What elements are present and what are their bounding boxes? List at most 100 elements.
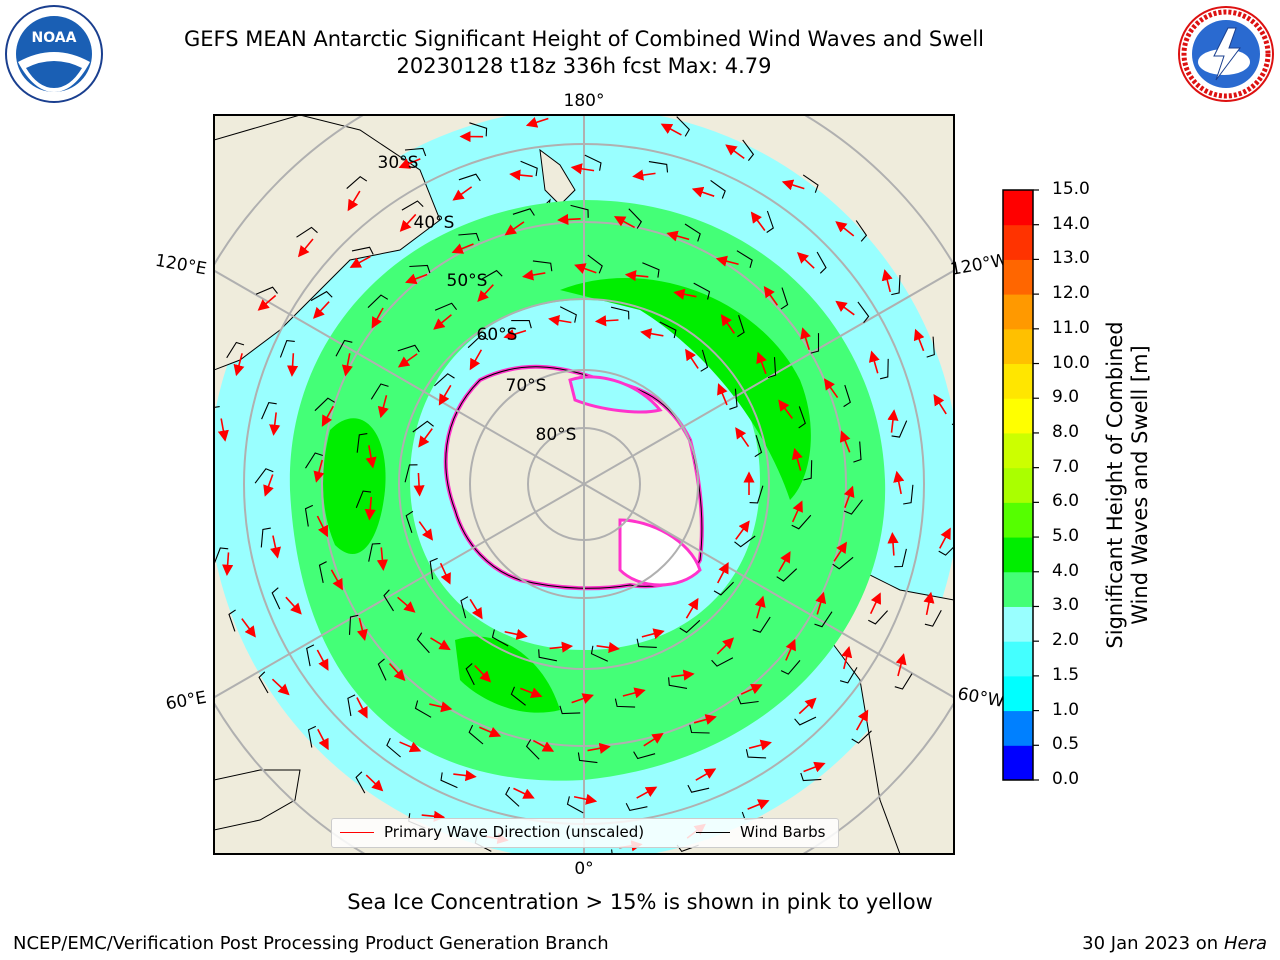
wave-direction-arrow [747, 799, 770, 810]
wind-barb [891, 274, 901, 296]
wind-barb [377, 658, 387, 681]
wind-barb [843, 384, 851, 408]
legend-item-wave-direction: Primary Wave Direction (unscaled) [340, 823, 644, 841]
lon-label-0: 0° [574, 859, 593, 879]
wave-direction-arrow [341, 353, 353, 377]
colorbar-segment [1003, 606, 1033, 642]
wind-barb [348, 614, 359, 635]
wind-barb [458, 232, 480, 242]
wind-barb [745, 749, 767, 759]
legend-swatch-barb [696, 832, 730, 833]
colorbar-tick-label: 7.0 [1052, 456, 1080, 477]
wave-direction-arrow [666, 230, 690, 242]
colorbar-tick-label: 2.0 [1052, 630, 1080, 651]
wave-direction-arrow [717, 562, 729, 584]
wave-direction-arrow [509, 169, 533, 181]
wave-direction-arrow [356, 617, 368, 641]
wind-barb [636, 638, 657, 648]
wind-barb [926, 336, 935, 358]
wave-direction-arrow [222, 552, 234, 576]
wind-barb [879, 358, 889, 380]
wave-direction-arrow [270, 535, 281, 559]
wave-direction-arrow [418, 521, 434, 541]
legend-label-wave: Primary Wave Direction (unscaled) [384, 823, 645, 841]
wind-barb [355, 490, 372, 509]
wave-patch-4-5m-pacific [560, 277, 811, 500]
wind-barb [416, 632, 430, 654]
wind-barb [440, 772, 458, 789]
wave-direction-arrow [317, 728, 329, 751]
wind-barb [467, 334, 489, 349]
wave-direction-arrow [286, 353, 299, 377]
wave-direction-arrow [313, 459, 325, 483]
wave-direction-arrow [868, 350, 880, 374]
wave-direction-arrow [233, 353, 245, 377]
colorbar-tick-label: 9.0 [1052, 387, 1080, 408]
lat-label-40s: 40°S [414, 213, 455, 233]
wind-barb [469, 122, 488, 137]
wave-direction-arrow [594, 315, 619, 327]
wind-barb [226, 341, 245, 359]
wind-barb [355, 771, 366, 794]
wave-direction-arrow [217, 418, 229, 442]
wave-direction-arrow [548, 314, 572, 326]
wave-direction-arrow [316, 649, 329, 671]
wind-barb [938, 545, 954, 556]
wind-barb [684, 223, 701, 242]
wave-direction-arrow [316, 515, 328, 538]
wave-direction-arrow [349, 255, 371, 268]
wind-barb [894, 548, 907, 568]
wind-barb [525, 739, 540, 760]
ross-sea-ice [568, 375, 663, 414]
colorbar-tick-label: 5.0 [1052, 526, 1080, 547]
colorbar [1002, 189, 1039, 781]
wave-direction-arrow [622, 687, 646, 699]
wind-barb [855, 220, 868, 242]
wave-direction-arrow [778, 399, 793, 419]
wind-barb [434, 373, 455, 387]
colorbar-segment [1003, 398, 1033, 434]
wave-direction-arrow [754, 595, 766, 619]
wave-direction-arrow [895, 653, 907, 677]
wind-barb [689, 724, 710, 734]
wave-direction-arrow [469, 598, 483, 620]
wave-direction-arrow [405, 273, 428, 285]
wave-direction-arrow [815, 591, 827, 615]
colorbar-segment [1003, 502, 1033, 538]
wind-barb [737, 315, 745, 338]
wave-direction-arrow [803, 761, 826, 773]
wind-barb [570, 204, 589, 218]
wave-direction-arrow [785, 638, 796, 661]
wind-barb [614, 698, 636, 708]
wind-barb [511, 319, 532, 329]
wind-barb [587, 254, 603, 274]
wind-barb [851, 730, 872, 744]
wave-direction-arrow [376, 547, 388, 571]
wave-direction-arrow [321, 405, 334, 427]
wave-direction-arrow [632, 169, 656, 181]
wind-barb [258, 671, 269, 694]
wave-direction-arrow [399, 741, 422, 753]
wave-direction-arrow [429, 701, 453, 713]
colorbar-tick-label: 15.0 [1052, 179, 1090, 199]
wind-barb [584, 154, 602, 171]
chart-title: GEFS MEAN Antarctic Significant Height o… [183, 27, 985, 51]
wind-barb [742, 139, 755, 161]
wave-direction-arrow [297, 238, 314, 258]
colorbar-segment [1003, 571, 1033, 607]
wave-direction-arrow [685, 597, 699, 619]
wave-direction-arrow [347, 190, 361, 212]
wind-barb [460, 596, 469, 619]
lon-label-60w: 60°W [956, 684, 1006, 712]
wave-direction-arrow [735, 520, 750, 540]
wave-direction-arrow [421, 810, 446, 822]
wave-direction-arrow [596, 641, 620, 654]
africa-land [214, 769, 301, 831]
wave-direction-arrow [587, 742, 611, 754]
legend-item-wind-barbs: Wind Barbs [696, 823, 825, 841]
wind-barb [370, 383, 389, 400]
wind-barb [711, 657, 734, 667]
wind-barb [214, 406, 220, 408]
wind-barb [816, 251, 827, 274]
wind-barb [693, 282, 711, 300]
